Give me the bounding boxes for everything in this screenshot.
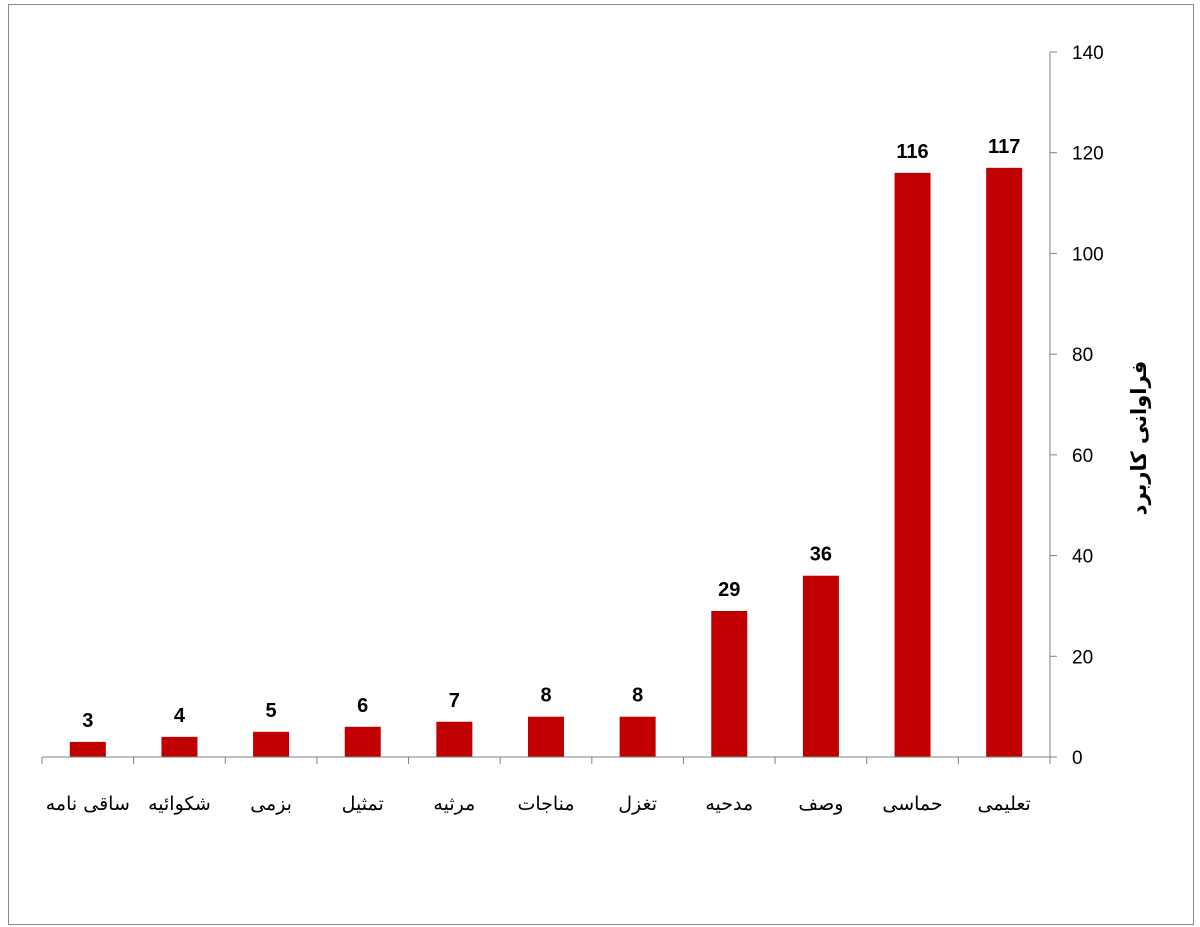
bar: [253, 731, 290, 757]
x-tick-label: حماسی: [882, 793, 942, 815]
x-tick-label: تغزل: [618, 793, 657, 815]
bar: [711, 610, 748, 757]
bar: [436, 721, 473, 757]
x-tick-label: مدحیه: [705, 793, 753, 815]
bar: [161, 736, 198, 757]
y-tick-label: 100: [1072, 244, 1104, 265]
data-label: 5: [266, 700, 277, 722]
bar: [69, 741, 106, 757]
bar: [344, 726, 381, 757]
y-tick-label: 60: [1072, 446, 1093, 467]
y-tick-label: 120: [1072, 144, 1104, 165]
x-tick-label: شکوائیه: [148, 793, 211, 815]
bar: [894, 172, 931, 757]
data-label: 6: [357, 695, 368, 717]
x-tick-label: تعلیمی: [978, 793, 1031, 815]
data-label: 4: [174, 705, 186, 727]
data-label: 7: [449, 690, 460, 712]
data-label: 117: [988, 136, 1020, 158]
data-labels-group: 117 116 36 29 8 8 7 6 5 4 3: [82, 136, 1020, 732]
y-tick-label: 0: [1072, 748, 1083, 769]
bar: [619, 716, 656, 757]
y-tick-label: 40: [1072, 547, 1093, 568]
x-tick-label: ساقی نامه: [46, 793, 130, 815]
bar: [528, 716, 564, 757]
x-tick-label: وصف: [798, 793, 843, 815]
bar: [986, 167, 1023, 758]
x-tick-label: مناجات: [517, 793, 574, 815]
bars-group: [69, 167, 1023, 758]
y-axis-title: فراوانی کاربرد: [1127, 361, 1151, 516]
bar: [802, 575, 839, 757]
y-tick-label: 140: [1072, 43, 1104, 64]
x-axis: تعلیمی حماسی وصف مدحیه تغزل مناجات مرثیه تمثیل ب…: [41, 756, 1051, 815]
data-label: 8: [540, 685, 551, 707]
x-tick-label: بزمی: [250, 793, 292, 815]
y-tick-label: 80: [1072, 345, 1093, 366]
y-tick-label: 20: [1072, 647, 1093, 668]
data-label: 116: [896, 141, 928, 163]
data-label: 3: [82, 710, 93, 732]
x-tick-label: مرثیه: [433, 793, 475, 815]
y-axis: 0 20 40 60 80 100 120 140: [1049, 43, 1104, 769]
x-tick-label: تمثیل: [342, 793, 384, 815]
data-label: 8: [632, 685, 643, 707]
data-label: 36: [810, 544, 832, 566]
data-label: 29: [718, 579, 740, 601]
